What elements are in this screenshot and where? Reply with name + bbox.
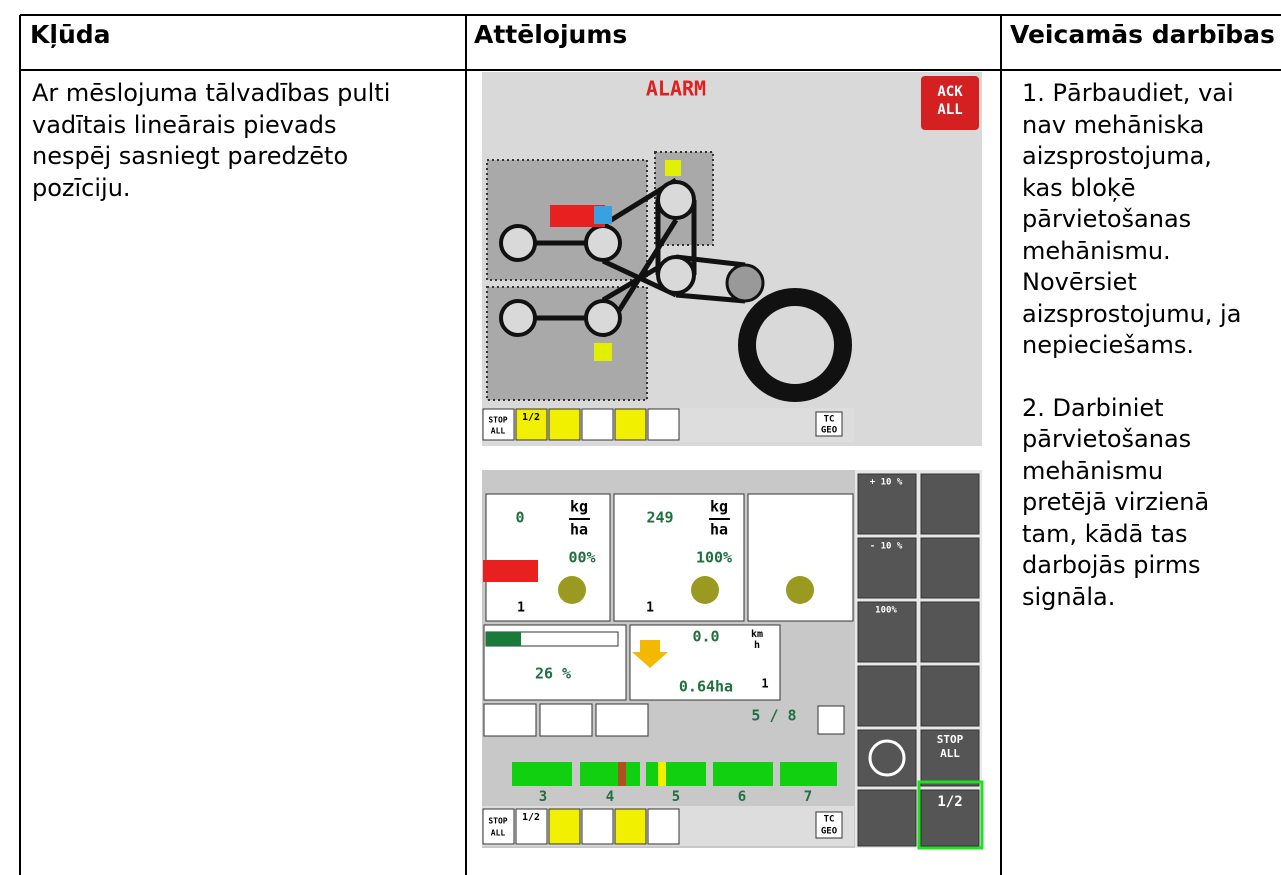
section-number: 3 <box>539 789 547 805</box>
section-number: 4 <box>606 789 614 805</box>
bin: 1 <box>646 601 654 616</box>
text-line: aizsprostojuma, <box>1022 142 1212 170</box>
text-line: pārvietošanas <box>1022 425 1192 453</box>
unit: kg <box>570 498 588 516</box>
text-line: mehānismu <box>1022 456 1164 485</box>
area: 0.64ha <box>679 678 733 696</box>
tc-geo[interactable]: TC <box>824 415 835 425</box>
column-header: Kļūda <box>30 20 111 49</box>
stop-all[interactable]: STOP <box>937 733 964 746</box>
section-number: 6 <box>738 789 746 805</box>
text-line: signāla. <box>1022 582 1116 611</box>
actions-text: 1. Pārbaudiet, vai nav mehāniska aizsprost… <box>1022 78 1241 613</box>
tc-geo[interactable]: GEO <box>821 827 838 837</box>
alarm-title: ALARM <box>646 77 706 101</box>
stop-all[interactable]: STOP <box>488 817 507 826</box>
half-width[interactable]: 1/2 <box>937 794 962 810</box>
screen-work: + 10 % - 10 % 100% STOP ALL 1/2 0 249 00… <box>482 470 984 850</box>
rate: 249 <box>646 509 673 527</box>
text-line: vadītais lineārais pievads <box>32 110 337 139</box>
text-line: nepieciešams. <box>1022 331 1194 359</box>
speed: 0.0 <box>692 628 719 646</box>
ack[interactable]: ACK <box>937 84 963 100</box>
text-line: Novērsiet <box>1022 268 1137 296</box>
half-width[interactable]: 1/2 <box>522 812 540 823</box>
bin: 1 <box>517 601 525 616</box>
adjust-label[interactable]: - 10 % <box>870 542 903 552</box>
text-line: darbojās pirms <box>1022 551 1201 579</box>
area-index: 1 <box>761 677 768 691</box>
text-line: 2. Darbiniet <box>1022 393 1164 422</box>
column-header: Veicamās darbības <box>1010 20 1275 49</box>
section-number: 7 <box>804 789 812 805</box>
tc-geo[interactable]: GEO <box>821 426 838 436</box>
unit: kg <box>710 498 728 516</box>
percent: 100% <box>696 549 732 567</box>
error-text: Ar mēslojuma tālvadības pulti vadītais li… <box>32 78 390 204</box>
unit: km <box>751 629 763 640</box>
unit: h <box>754 640 760 651</box>
stop-all[interactable]: STOP <box>488 416 507 425</box>
ack[interactable]: ALL <box>937 102 962 118</box>
text-line: pārvietošanas <box>1022 205 1192 233</box>
text-line: 1. Pārbaudiet, vai <box>1022 79 1234 107</box>
stop-all[interactable]: ALL <box>491 829 506 838</box>
tc-geo[interactable]: TC <box>824 815 835 825</box>
text-line: Ar mēslojuma tālvadības pulti <box>32 79 391 107</box>
text-line: nespēj sasniegt paredzēto <box>32 142 349 170</box>
stop-all[interactable]: ALL <box>491 427 506 436</box>
adjust-label[interactable]: 100% <box>875 606 897 616</box>
text-line: pretējā virzienā <box>1022 488 1210 516</box>
percent: 00% <box>568 549 595 567</box>
text-line: mehānismu. <box>1022 236 1171 265</box>
screen-alarm: ALARM ACK ALL STOP ALL 1/2 TC G <box>482 72 982 446</box>
half-width[interactable]: 1/2 <box>522 412 540 423</box>
text-line: pozīciju. <box>32 173 131 202</box>
text-line: kas bloķē <box>1022 173 1136 202</box>
text-line: aizsprostojumu, ja <box>1022 299 1242 328</box>
sections: 5 / 8 <box>751 707 796 725</box>
column-header: Attēlojums <box>474 20 628 49</box>
level: 26 % <box>535 665 571 683</box>
text-line: tam, kādā tas <box>1022 519 1188 548</box>
adjust-label[interactable]: + 10 % <box>870 478 903 488</box>
stop-all[interactable]: ALL <box>940 747 960 760</box>
section-number: 5 <box>672 789 680 805</box>
rate: 0 <box>515 509 524 527</box>
text-line: nav mehāniska <box>1022 110 1205 139</box>
unit: ha <box>710 521 728 539</box>
unit: ha <box>570 521 588 539</box>
